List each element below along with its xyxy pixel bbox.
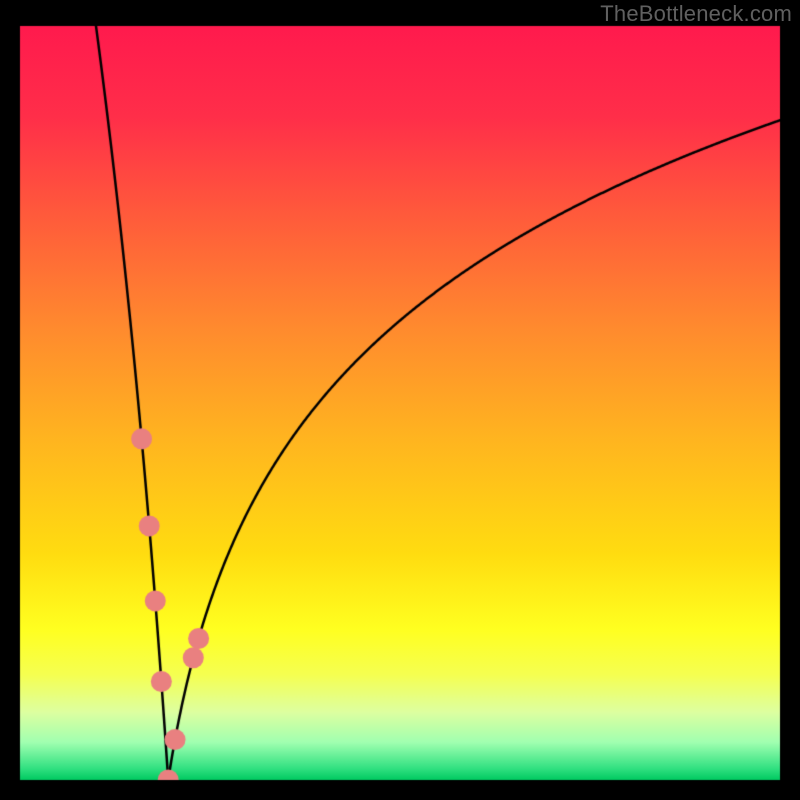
watermark-text: TheBottleneck.com	[600, 1, 792, 27]
bottleneck-curve-chart	[0, 0, 800, 800]
chart-stage: TheBottleneck.com	[0, 0, 800, 800]
